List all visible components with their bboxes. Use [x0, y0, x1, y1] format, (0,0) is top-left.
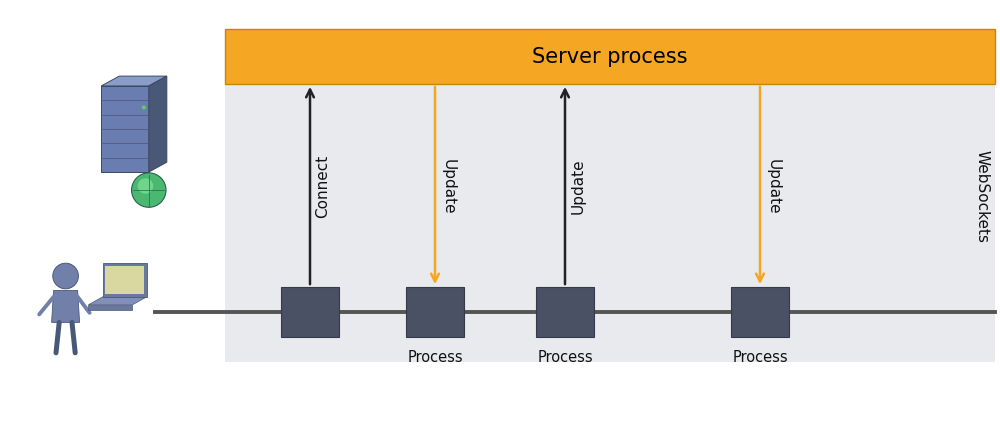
- Text: Update: Update: [440, 158, 455, 214]
- Circle shape: [132, 174, 166, 208]
- Text: WebSockets: WebSockets: [974, 150, 990, 243]
- Polygon shape: [88, 297, 147, 305]
- Bar: [731, 287, 789, 337]
- Polygon shape: [52, 291, 80, 322]
- Bar: [281, 287, 339, 337]
- Text: Process: Process: [732, 349, 788, 364]
- Bar: [101, 87, 149, 173]
- Circle shape: [138, 179, 153, 194]
- Text: Server process: Server process: [532, 47, 688, 67]
- Circle shape: [142, 106, 146, 110]
- Bar: [225, 30, 995, 85]
- Text: Process: Process: [407, 349, 463, 364]
- Bar: [225, 30, 995, 362]
- Bar: [536, 287, 594, 337]
- Text: Connect: Connect: [316, 155, 330, 217]
- Bar: [406, 287, 464, 337]
- Polygon shape: [103, 263, 147, 297]
- Text: Process: Process: [537, 349, 593, 364]
- Polygon shape: [88, 305, 132, 310]
- Circle shape: [53, 263, 78, 289]
- Text: Update: Update: [766, 158, 780, 214]
- Polygon shape: [105, 266, 144, 295]
- Text: Update: Update: [570, 158, 586, 214]
- Polygon shape: [101, 77, 167, 87]
- Polygon shape: [149, 77, 167, 173]
